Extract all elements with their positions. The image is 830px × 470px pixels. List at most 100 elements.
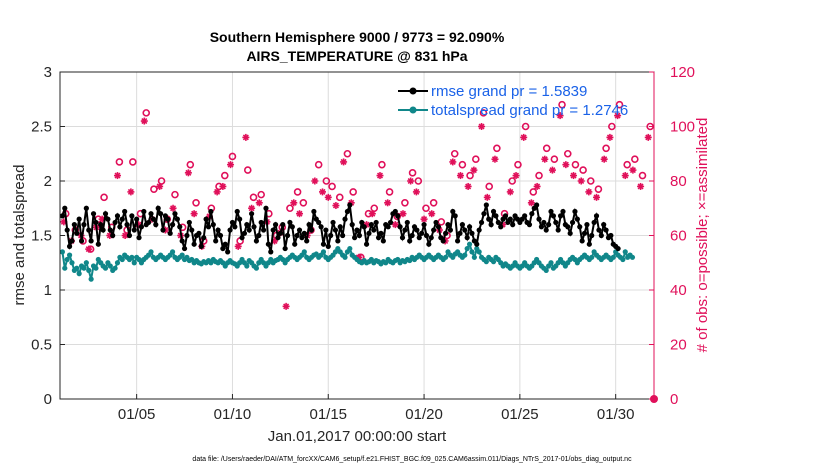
totalspread-point: [483, 259, 489, 265]
rmse-point: [579, 238, 585, 244]
totalspread-point: [469, 249, 475, 255]
obs-assimilated-point: [282, 302, 290, 310]
rmse-point: [179, 238, 185, 244]
obs-possible-point: [150, 185, 158, 193]
rmse-point: [146, 219, 152, 226]
rmse-point: [608, 232, 614, 239]
y-tick-label: 1: [44, 282, 52, 299]
rmse-point: [239, 235, 245, 241]
rmse-point: [222, 241, 228, 247]
obs-assimilated-point: [541, 155, 549, 163]
rmse-point: [421, 222, 427, 228]
obs-assimilated-point: [242, 133, 250, 141]
rmse-point: [404, 219, 410, 226]
obs-assimilated-point: [593, 193, 601, 201]
obs-possible-point: [335, 193, 344, 202]
obs-possible-point: [535, 171, 543, 180]
totalspread-point: [102, 265, 109, 271]
rmse-point: [287, 219, 293, 226]
rmse-point: [565, 224, 571, 230]
obs-assimilated-stroke: [457, 172, 464, 179]
totalspread-point: [81, 265, 87, 271]
rmse-point: [589, 232, 595, 239]
rmse-point: [490, 208, 497, 215]
obs-assimilated-point: [570, 172, 578, 180]
totalspread-point: [462, 252, 468, 258]
obs-possible-point: [508, 177, 517, 185]
obs-assimilated-stroke: [513, 172, 520, 179]
rmse-point: [359, 219, 365, 226]
obs-assimilated-point: [412, 188, 420, 196]
obs-possible-point: [142, 109, 151, 117]
rmse-point: [64, 227, 70, 233]
rmse-point: [256, 232, 262, 239]
obs-possible-point: [550, 155, 559, 163]
totalspread-point: [347, 245, 353, 252]
axes-layer: 0 0.5 1 1.5 2 2.5 3 0 20 40 60 80 100 120 01/05 01/10 01…: [31, 64, 695, 423]
rmse-point: [586, 241, 592, 247]
rmse-point: [325, 243, 331, 249]
rmse-point: [526, 222, 533, 228]
rmse-point: [86, 227, 92, 233]
rmse-point: [296, 227, 303, 233]
obs-assimilated-stroke: [407, 177, 414, 185]
rmse-point: [112, 219, 118, 226]
legend: rmse grand pr = 1.5839 totalspread grand…: [398, 83, 628, 119]
obs-assimilated-point: [520, 133, 528, 141]
obs-assimilated-stroke: [470, 167, 477, 174]
obs-assimilated-point: [606, 133, 614, 141]
rmse-point: [435, 224, 442, 230]
rmse-point: [122, 208, 128, 215]
rmse-point: [574, 216, 580, 222]
rmse-point: [189, 227, 195, 233]
rmse-point: [160, 227, 166, 233]
rmse-point: [203, 216, 209, 222]
obs-assimilated-point: [556, 112, 564, 120]
rmse-point: [452, 213, 458, 219]
obs-possible-point: [286, 204, 294, 213]
rmse-point: [536, 216, 542, 222]
rmse-point: [165, 216, 171, 222]
obs-assimilated-point: [600, 155, 608, 163]
rmse-point: [522, 213, 528, 219]
y-tick-label: 1.5: [31, 228, 52, 245]
obs-possible-point: [458, 160, 467, 169]
obs-assimilated-stroke: [332, 202, 339, 209]
obs-assimilated-point: [311, 177, 319, 185]
obs-assimilated-point: [483, 193, 491, 201]
rmse-point: [196, 230, 202, 236]
rmse-point: [318, 224, 324, 230]
rmse-point: [378, 230, 384, 236]
obs-possible-point: [579, 166, 587, 174]
rmse-point: [237, 216, 243, 222]
obs-assimilated-stroke: [290, 199, 297, 206]
obs-assimilated-point: [464, 182, 472, 190]
obs-possible-point: [594, 185, 603, 193]
totalspread-point: [443, 254, 449, 260]
totalspread-point: [548, 260, 554, 266]
rmse-point: [263, 205, 269, 211]
totalspread-point: [490, 259, 497, 265]
rmse-point: [136, 235, 142, 241]
rmse-point: [380, 238, 386, 244]
obs-assimilated-stroke: [392, 221, 399, 228]
rmse-point: [299, 235, 305, 241]
rmse-point: [284, 232, 291, 239]
rmse-point: [66, 243, 73, 249]
obs-assimilated-point: [562, 161, 570, 169]
totalspread-point: [464, 245, 470, 252]
rmse-point: [371, 227, 377, 233]
rmse-point: [249, 211, 255, 217]
rmse-point: [507, 216, 513, 222]
rmse-point: [498, 224, 504, 230]
rmse-point: [349, 222, 355, 228]
rmse-point: [584, 222, 590, 228]
obs-possible-point: [186, 160, 195, 169]
chart-subtitle: AIRS_TEMPERATURE @ 831 hPa: [246, 48, 467, 64]
rmse-point: [169, 222, 176, 228]
obs-assimilated-point: [169, 204, 177, 212]
legend-rmse-marker: [409, 87, 417, 95]
y-right-tick-label: 40: [670, 282, 687, 299]
rmse-point: [493, 213, 499, 219]
